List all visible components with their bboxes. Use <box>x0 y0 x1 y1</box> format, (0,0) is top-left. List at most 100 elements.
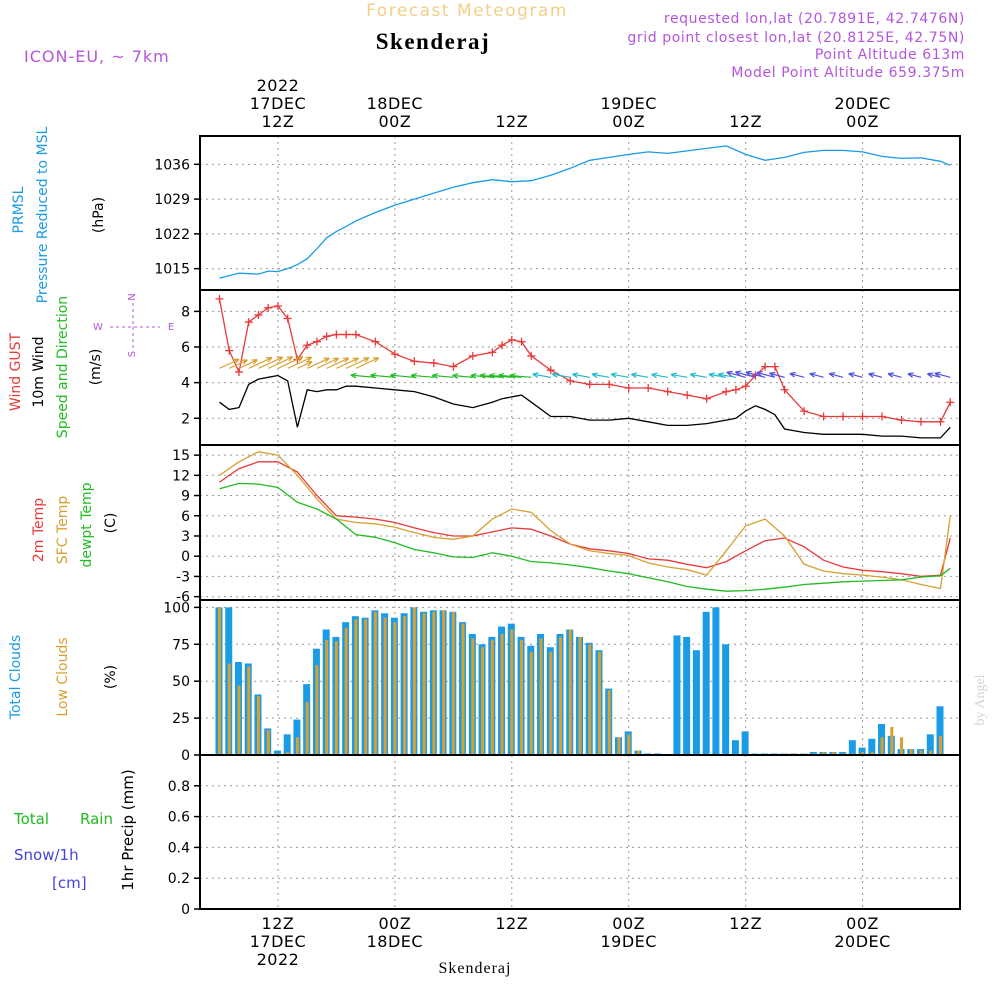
low-clouds-bar <box>305 701 309 755</box>
wind-direction-arrow <box>717 372 737 378</box>
wind-direction-arrow <box>745 370 766 378</box>
low-clouds-bar <box>237 685 241 755</box>
prmsl-label: PRMSL <box>11 186 27 233</box>
pressure-labels: PRMSL Pressure Reduced to MSL (hPa) <box>11 126 107 303</box>
clouds-panel: 0 25 50 75 100 <box>163 599 961 764</box>
sfc-temp-label: SFC Temp <box>55 496 71 565</box>
temperature-panel: -6 -3 0 3 6 9 12 15 <box>172 444 961 606</box>
wind-direction-arrow <box>306 357 330 369</box>
total-clouds-bar <box>273 750 281 755</box>
y-tick-label: 6 <box>181 340 190 356</box>
total-clouds-bar <box>731 740 739 755</box>
low-clouds-bar <box>559 636 563 755</box>
wind-direction-arrow <box>316 357 340 369</box>
low-clouds-bar <box>217 607 221 755</box>
cloud-labels: Total Clouds Low Clouds (%) <box>8 635 119 720</box>
gust-marker <box>731 385 740 394</box>
gust-marker <box>468 351 477 360</box>
series-10m-wind-line <box>219 374 951 439</box>
gust-marker <box>624 383 633 392</box>
panel-frame <box>199 289 961 446</box>
gust-marker <box>946 398 955 407</box>
low-clouds-bar <box>617 737 621 755</box>
location-title: Skenderaj <box>376 29 490 54</box>
wind-10m-label: 10m Wind <box>31 336 47 407</box>
wind-direction-arrow <box>689 372 707 379</box>
gust-marker <box>527 351 536 360</box>
wind-direction-arrow <box>238 359 258 369</box>
wind-direction-arrow <box>326 357 350 369</box>
compass-n: N <box>127 293 138 300</box>
total-clouds-bar <box>858 747 866 755</box>
wind-direction-arrow <box>410 372 434 379</box>
total-clouds-bar <box>741 731 749 755</box>
wind-direction-arrow <box>452 373 473 379</box>
wind-direction-arrow <box>756 371 776 378</box>
wind-direction-arrow <box>297 361 313 369</box>
gust-marker <box>839 412 848 421</box>
low-clouds-bar <box>364 619 368 755</box>
low-clouds-bar <box>393 622 397 755</box>
y-tick-label: 15 <box>172 448 190 464</box>
top-tick-date: 20DEC <box>834 94 890 113</box>
total-clouds-bar <box>702 611 710 755</box>
top-tick-hour: 12Z <box>729 112 762 131</box>
bottom-tick-year: 2022 <box>257 950 300 969</box>
low-clouds-bar <box>529 651 533 755</box>
snow-label: Snow/1h <box>14 846 79 864</box>
y-tick-label: 1022 <box>154 227 190 243</box>
series-sfc-temp-line <box>219 451 951 590</box>
wind-direction-arrow <box>789 372 805 378</box>
y-tick-label: 1029 <box>154 192 190 208</box>
low-clouds-bar <box>539 638 543 755</box>
gust-marker <box>410 357 419 366</box>
gust-marker <box>225 346 234 355</box>
low-clouds-bar <box>607 690 611 755</box>
series-prmsl-line <box>219 145 951 279</box>
model-point-altitude: Model Point Altitude 659.375m <box>731 65 965 81</box>
low-clouds-bar <box>510 629 514 755</box>
low-clouds-bar <box>286 752 290 755</box>
top-tick-hour: 00Z <box>846 112 879 131</box>
low-clouds-bar <box>295 737 299 755</box>
wind-direction-arrow <box>350 372 376 379</box>
total-clouds-bar <box>673 635 681 755</box>
low-clouds-bar <box>890 726 894 755</box>
gust-marker <box>546 366 555 375</box>
wind-direction-arrow <box>630 372 649 379</box>
low-clouds-bar <box>549 651 553 755</box>
low-clouds-bar <box>432 611 436 755</box>
wind-direction-arrow <box>287 356 313 369</box>
bottom-tick-date: 20DEC <box>834 932 890 951</box>
bottom-tick-date: 19DEC <box>600 932 656 951</box>
top-tick-hour: 00Z <box>612 112 645 131</box>
gust-marker <box>312 337 321 346</box>
total-clouds-bar <box>692 650 700 755</box>
low-clouds-bar <box>490 639 494 755</box>
top-tick-hour: 12Z <box>495 112 528 131</box>
series-2m-temp-line <box>219 461 951 578</box>
wind-gust-label: Wind GUST <box>8 332 24 411</box>
gust-marker <box>858 412 867 421</box>
watermark: by Angel <box>973 674 988 725</box>
gust-marker <box>283 314 292 323</box>
wind-direction-arrow <box>670 372 688 379</box>
wind-direction-arrow <box>336 357 359 369</box>
bottom-tick-hour: 00Z <box>846 914 879 933</box>
gust-marker <box>264 303 273 312</box>
wind-direction-arrow <box>572 372 590 379</box>
low-clouds-bar <box>451 611 455 755</box>
top-tick-hour: 00Z <box>378 112 411 131</box>
low-clouds-label: Low Clouds <box>55 637 71 716</box>
y-tick-label: 0 <box>181 748 190 764</box>
y-tick-label: 75 <box>172 637 190 653</box>
gust-marker <box>800 407 809 416</box>
wind-direction-arrow <box>551 372 571 378</box>
y-tick-label: 100 <box>163 600 190 616</box>
low-clouds-bar <box>256 695 260 755</box>
gust-marker <box>780 385 789 394</box>
wind-direction-arrow <box>370 372 395 379</box>
low-clouds-bar <box>500 633 504 755</box>
gust-marker <box>819 412 828 421</box>
